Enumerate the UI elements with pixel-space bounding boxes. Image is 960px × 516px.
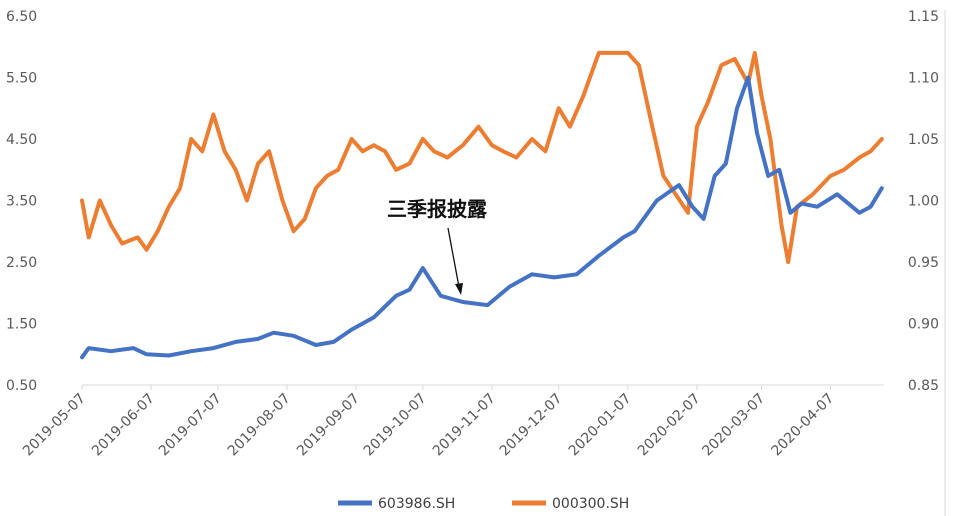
left-y-tick-label: 4.50	[6, 132, 37, 148]
right-y-tick-label: 0.95	[908, 255, 939, 271]
legend-label-603986: 603986.SH	[378, 496, 455, 512]
x-tick-label: 2019-05-07	[20, 391, 89, 460]
right-y-tick-label: 1.05	[908, 132, 939, 148]
x-tick-label: 2019-09-07	[294, 391, 363, 460]
x-tick-label: 2019-08-07	[225, 391, 294, 460]
x-tick-label: 2020-03-07	[699, 391, 768, 460]
left-y-tick-label: 2.50	[6, 255, 37, 271]
annotation-arrow	[447, 227, 460, 288]
x-tick-label: 2020-02-07	[635, 391, 704, 460]
x-tick-label: 2019-10-07	[361, 391, 430, 460]
x-tick-label: 2019-11-07	[430, 391, 499, 460]
x-tick-label: 2020-04-07	[769, 391, 838, 460]
right-y-tick-label: 1.00	[908, 194, 939, 210]
annotation-label: 三季报披露	[387, 197, 488, 221]
left-y-tick-label: 5.50	[6, 71, 37, 87]
right-y-tick-label: 0.85	[908, 378, 939, 394]
series-line-000300-sh	[80, 50, 884, 264]
legend-label-000300: 000300.SH	[552, 496, 629, 512]
x-tick-label: 2019-12-07	[497, 391, 566, 460]
left-y-tick-label: 6.50	[6, 9, 37, 25]
left-y-axis: 0.50 1.50 2.50 3.50 4.50 5.50 6.50	[6, 9, 37, 394]
legend: 603986.SH 000300.SH	[338, 496, 629, 512]
left-y-tick-label: 0.50	[6, 378, 37, 394]
right-y-tick-label: 1.15	[908, 9, 939, 25]
right-y-tick-label: 0.90	[908, 317, 939, 333]
annotation-arrowhead	[455, 283, 463, 295]
x-tick-label: 2019-07-07	[156, 391, 225, 460]
left-y-tick-label: 1.50	[6, 317, 37, 333]
right-y-axis: 0.85 0.90 0.95 1.00 1.05 1.10 1.15	[908, 9, 939, 394]
x-tick-label: 2019-06-07	[89, 391, 158, 460]
series-line-603986-sh	[80, 75, 884, 360]
x-tick-label: 2020-01-07	[566, 391, 635, 460]
series-layer	[80, 50, 884, 360]
left-y-tick-label: 3.50	[6, 194, 37, 210]
right-y-tick-label: 1.10	[908, 71, 939, 87]
